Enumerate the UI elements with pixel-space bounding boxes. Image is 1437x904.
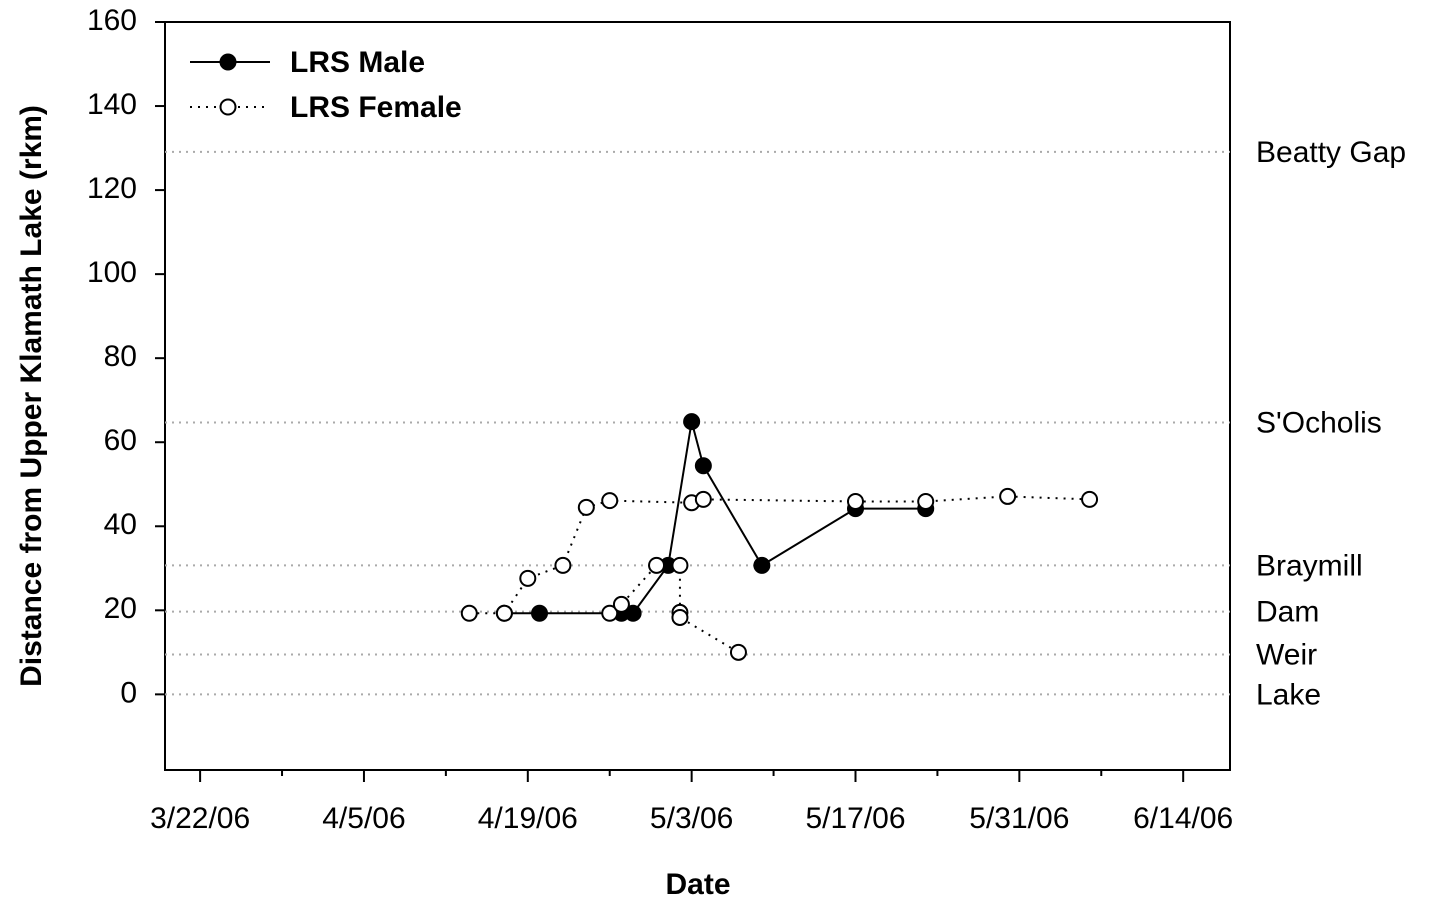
data-point bbox=[531, 604, 549, 622]
data-point bbox=[999, 487, 1017, 505]
y-axis-title: Distance from Upper Klamath Lake (rkm) bbox=[15, 105, 48, 687]
data-point bbox=[460, 604, 478, 622]
data-point bbox=[671, 608, 689, 626]
y-tick-label: 160 bbox=[87, 4, 137, 37]
x-tick-label: 5/31/06 bbox=[969, 802, 1069, 835]
data-point bbox=[729, 643, 747, 661]
data-point bbox=[683, 413, 701, 431]
plot-frame bbox=[164, 21, 1231, 771]
reference-label: S'Ocholis bbox=[1256, 406, 1382, 439]
data-point bbox=[753, 556, 771, 574]
data-point bbox=[694, 490, 712, 508]
x-tick-label: 6/14/06 bbox=[1133, 802, 1233, 835]
y-tick-label: 20 bbox=[104, 592, 137, 625]
y-tick-label: 60 bbox=[104, 424, 137, 457]
reference-label: Lake bbox=[1256, 678, 1321, 711]
data-point bbox=[694, 457, 712, 475]
legend-marker bbox=[219, 98, 237, 116]
x-tick-label: 4/19/06 bbox=[478, 802, 578, 835]
reference-label: Beatty Gap bbox=[1256, 136, 1406, 169]
data-point bbox=[624, 604, 642, 622]
x-tick-label: 4/5/06 bbox=[322, 802, 405, 835]
series-line bbox=[504, 421, 926, 615]
data-point bbox=[577, 498, 595, 516]
data-point bbox=[846, 492, 864, 510]
y-tick-label: 120 bbox=[87, 172, 137, 205]
data-point bbox=[648, 556, 666, 574]
series-line bbox=[469, 495, 1090, 654]
data-point bbox=[671, 556, 689, 574]
x-tick-label: 5/3/06 bbox=[650, 802, 733, 835]
y-tick-label: 40 bbox=[104, 508, 137, 541]
data-point bbox=[917, 492, 935, 510]
y-tick-label: 0 bbox=[120, 676, 137, 709]
data-point bbox=[1081, 490, 1099, 508]
x-axis-title: Date bbox=[665, 868, 730, 901]
legend-label: LRS Male bbox=[290, 46, 425, 79]
reference-label: Dam bbox=[1256, 595, 1319, 628]
x-tick-label: 5/17/06 bbox=[805, 802, 905, 835]
data-point bbox=[601, 604, 619, 622]
data-point bbox=[554, 556, 572, 574]
data-point bbox=[495, 604, 513, 622]
y-tick-label: 100 bbox=[87, 256, 137, 289]
y-tick-label: 140 bbox=[87, 88, 137, 121]
data-point bbox=[601, 492, 619, 510]
x-tick-label: 3/22/06 bbox=[150, 802, 250, 835]
legend-marker bbox=[219, 53, 237, 71]
y-tick-label: 80 bbox=[104, 340, 137, 373]
data-point bbox=[612, 595, 630, 613]
legend-label: LRS Female bbox=[290, 91, 462, 124]
reference-label: Braymill bbox=[1256, 549, 1363, 582]
reference-label: Weir bbox=[1256, 638, 1317, 671]
data-point bbox=[519, 569, 537, 587]
